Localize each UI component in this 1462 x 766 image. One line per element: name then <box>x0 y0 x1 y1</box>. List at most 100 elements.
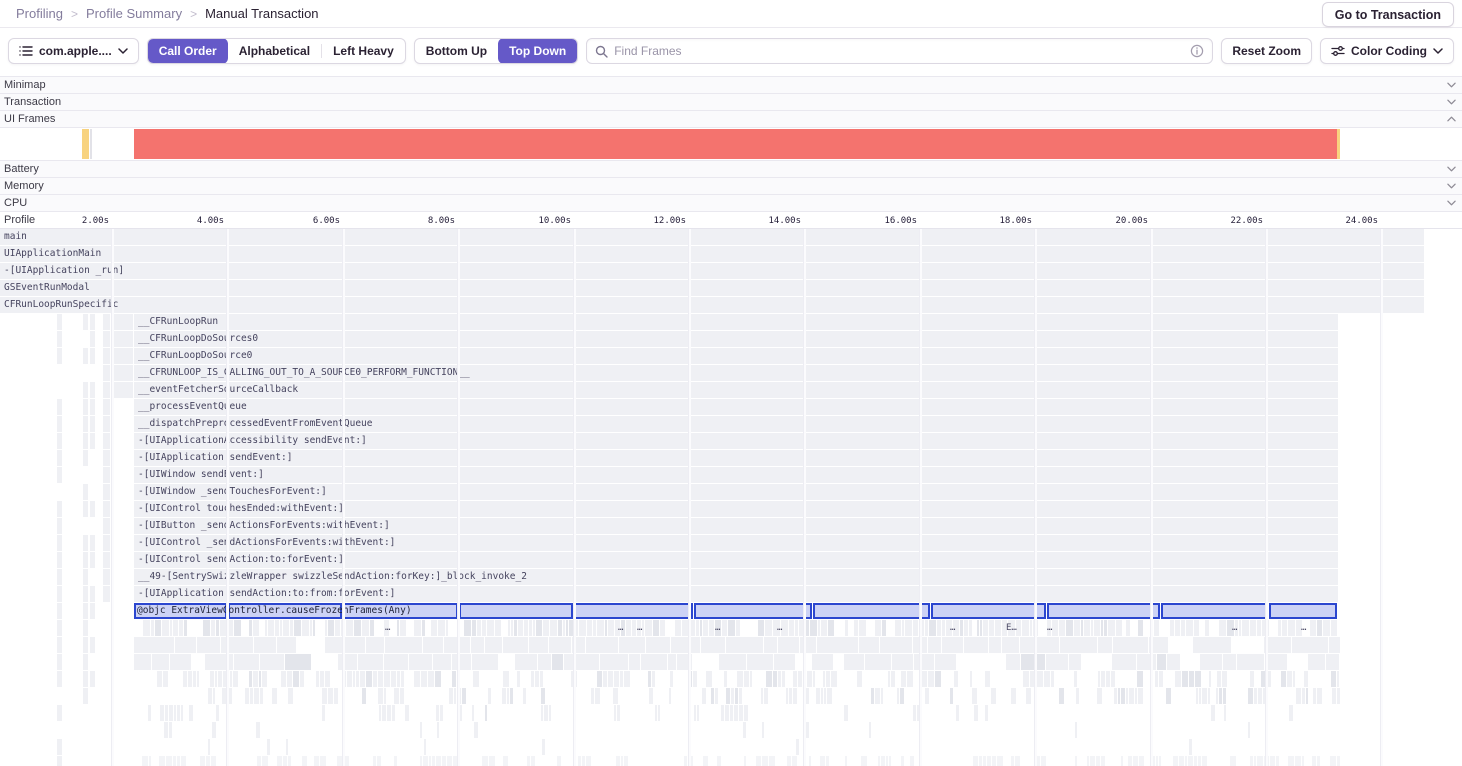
flame-frame[interactable] <box>113 382 133 398</box>
flame-frame-selected[interactable] <box>931 603 1046 619</box>
flame-frame[interactable] <box>103 586 110 602</box>
flame-frame[interactable] <box>113 314 133 330</box>
flame-texture-frame <box>1230 756 1236 766</box>
flame-frame[interactable] <box>113 365 133 381</box>
flame-texture-frame <box>709 620 714 636</box>
flame-frame[interactable]: main <box>0 229 1424 245</box>
flame-frame[interactable] <box>113 331 133 347</box>
section-header-transaction[interactable]: Transaction <box>0 93 1462 110</box>
profile-timeline[interactable]: Profile 2.00s 4.00s 6.00s 8.00s 10.00s 12.00s 1… <box>0 211 1462 229</box>
flame-frame[interactable] <box>103 501 110 517</box>
flame-texture-frame <box>472 620 476 636</box>
flame-frame[interactable] <box>103 433 110 449</box>
section-header-memory[interactable]: Memory <box>0 177 1462 194</box>
flame-texture-frame <box>510 688 513 704</box>
flame-texture-frame <box>766 671 772 687</box>
flame-texture-frame <box>1046 654 1068 670</box>
section-header-ui-frames[interactable]: UI Frames <box>0 110 1462 127</box>
flame-frame[interactable]: __dispatchPreprocessedEventFromEventQueu… <box>134 416 1338 432</box>
flame-frame[interactable]: UIApplicationMain <box>0 246 1424 262</box>
direction-option-bottom-up[interactable]: Bottom Up <box>425 44 488 58</box>
flame-frame-selected[interactable] <box>228 603 342 619</box>
flame-frame[interactable]: __CFRUNLOOP_IS_CALLING_OUT_TO_A_SOURCE0_… <box>134 365 1338 381</box>
thread-selector-dropdown[interactable]: com.apple.... <box>8 38 139 64</box>
flame-texture-frame <box>531 671 534 687</box>
section-header-cpu[interactable]: CPU <box>0 194 1462 211</box>
flame-texture-frame <box>283 620 289 636</box>
flame-frame[interactable] <box>103 535 110 551</box>
flame-texture-frame <box>828 620 834 636</box>
flame-frame[interactable] <box>103 569 110 585</box>
flame-frame[interactable]: __CFRunLoopDoSources0 <box>134 331 1338 347</box>
flame-frame[interactable]: -[UIControl sendAction:to:forEvent:] <box>134 552 1338 568</box>
flame-frame[interactable]: -[UIApplication _run] <box>0 263 1424 279</box>
flame-frame[interactable]: __processEventQueue <box>134 399 1338 415</box>
flame-frame[interactable]: -[UIApplication sendEvent:] <box>134 450 1338 466</box>
flame-texture-frame <box>83 501 88 517</box>
flame-texture-frame <box>245 688 249 704</box>
flame-frame-selected[interactable] <box>1269 603 1337 619</box>
flame-frame[interactable]: CFRunLoopRunSpecific <box>0 297 1424 313</box>
flame-texture-frame <box>212 722 216 738</box>
flame-area[interactable]: main UIApplicationMain -[UIApplication _ru… <box>0 229 1462 766</box>
flame-frame[interactable]: __CFRunLoopDoSource0 <box>134 348 1338 364</box>
flame-texture-frame <box>974 705 978 721</box>
search-input[interactable] <box>614 44 1185 58</box>
section-header-minimap[interactable]: Minimap <box>0 76 1462 93</box>
flame-frame[interactable]: -[UIControl _sendActionsForEvents:withEv… <box>134 535 1338 551</box>
sort-option-alphabetical[interactable]: Alphabetical <box>238 44 311 58</box>
flame-frame-selected[interactable] <box>459 603 573 619</box>
flame-frame[interactable] <box>103 365 110 381</box>
flame-texture-frame <box>1196 688 1198 704</box>
direction-option-top-down[interactable]: Top Down <box>498 39 578 63</box>
flame-frame[interactable]: GSEventRunModal <box>0 280 1424 296</box>
flame-frame[interactable]: __49-[SentrySwizzleWrapper swizzleSendAc… <box>134 569 1338 585</box>
flame-frame[interactable] <box>103 450 110 466</box>
breadcrumb-link[interactable]: Profile Summary <box>85 6 183 21</box>
flame-texture-frame <box>1104 620 1107 636</box>
flame-frame-selected[interactable] <box>1047 603 1160 619</box>
flame-texture-frame <box>789 688 792 704</box>
flame-frame[interactable] <box>103 467 110 483</box>
flame-frame[interactable] <box>103 416 110 432</box>
flame-frame-selected[interactable] <box>574 603 693 619</box>
flame-texture-frame <box>444 637 470 653</box>
flame-frame[interactable]: -[UIWindow sendEvent:] <box>134 467 1338 483</box>
flame-frame[interactable]: -[UIControl touchesEnded:withEvent:] <box>134 501 1338 517</box>
section-header-battery[interactable]: Battery <box>0 160 1462 177</box>
flame-frame[interactable] <box>103 399 110 415</box>
flame-frame[interactable]: -[UIApplication sendAction:to:from:forEv… <box>134 586 1338 602</box>
sort-option-call-order[interactable]: Call Order <box>147 39 228 63</box>
flame-texture-frame <box>503 756 508 766</box>
flame-texture-frame <box>682 620 688 636</box>
flame-frame[interactable] <box>103 484 110 500</box>
flame-frame[interactable]: -[UIApplicationAccessibility sendEvent:] <box>134 433 1338 449</box>
go-to-transaction-button[interactable]: Go to Transaction <box>1321 2 1454 27</box>
flame-frame[interactable] <box>103 348 110 364</box>
color-coding-dropdown[interactable]: Color Coding <box>1320 38 1454 64</box>
flame-frame-selected[interactable] <box>1161 603 1268 619</box>
flame-texture-frame <box>597 620 604 636</box>
flame-frame[interactable] <box>113 348 133 364</box>
find-frames-search[interactable] <box>586 38 1214 64</box>
reset-zoom-button[interactable]: Reset Zoom <box>1221 38 1313 64</box>
breadcrumb-link[interactable]: Profiling <box>16 6 63 21</box>
info-icon[interactable] <box>1190 44 1204 58</box>
flame-frame[interactable] <box>103 552 110 568</box>
sort-option-left-heavy[interactable]: Left Heavy <box>333 44 394 58</box>
flame-texture-frame <box>549 705 551 721</box>
flame-texture-frame <box>436 705 439 721</box>
flame-frame[interactable]: -[UIWindow _sendTouchesForEvent:] <box>134 484 1338 500</box>
flame-frame[interactable] <box>103 331 110 347</box>
flame-frame-label: -[UIWindow _sendTouchesForEvent:] <box>138 486 327 497</box>
flame-texture-frame <box>508 620 510 636</box>
flame-frame[interactable]: -[UIButton _sendActionsForEvents:withEve… <box>134 518 1338 534</box>
flame-frame[interactable] <box>103 382 110 398</box>
flame-frame-selected[interactable] <box>813 603 930 619</box>
flame-frame-selected[interactable] <box>694 603 812 619</box>
ui-frames-track[interactable] <box>0 127 1462 160</box>
flame-frame[interactable]: __CFRunLoopRun <box>134 314 1338 330</box>
flame-frame[interactable] <box>103 314 110 330</box>
flame-frame[interactable]: __eventFetcherSourceCallback <box>134 382 1338 398</box>
flame-frame[interactable] <box>103 518 110 534</box>
